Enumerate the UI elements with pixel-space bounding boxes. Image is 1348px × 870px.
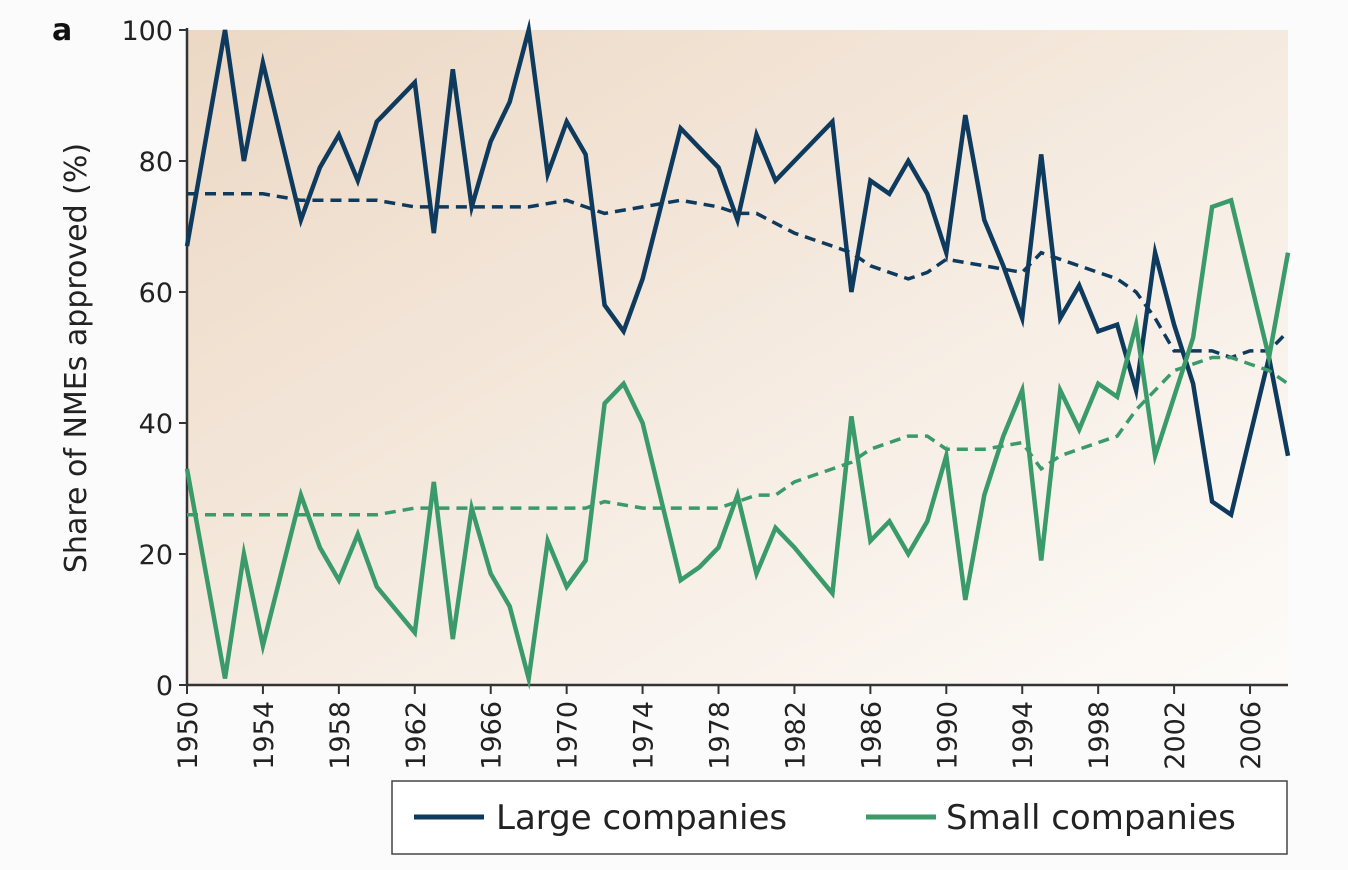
- x-tick-label: 2002: [1160, 701, 1191, 770]
- y-tick-label: 80: [139, 147, 173, 178]
- x-tick-label: 1978: [705, 701, 736, 770]
- x-tick-label: 1950: [173, 701, 204, 770]
- axes: [185, 28, 1288, 687]
- panel-label: a: [52, 13, 72, 48]
- x-tick-label: 2006: [1236, 701, 1267, 770]
- series-line-2: [184, 197, 1291, 690]
- legend-label-large: Large companies: [496, 798, 787, 838]
- series-line-0: [184, 18, 1291, 519]
- y-tick-label: 40: [139, 409, 173, 440]
- series-line-1: [187, 192, 1290, 360]
- y-tick-label: 0: [156, 671, 173, 702]
- x-tick-label: 1966: [477, 701, 508, 770]
- x-tick-label: 1986: [856, 701, 887, 770]
- y-ticks: 0 20 40 60 80 100: [121, 16, 187, 702]
- x-tick-label: 1998: [1084, 701, 1115, 770]
- series-layer: [184, 18, 1291, 690]
- plot-background: [187, 30, 1288, 685]
- x-tick-label: 1962: [401, 701, 432, 770]
- x-tick-label: 1990: [932, 701, 963, 770]
- x-tick-label: 1982: [780, 701, 811, 770]
- y-tick-label: 100: [121, 16, 173, 47]
- x-ticks: 1950 1954 1958 1962 1966 1970 1974 1978 1982 1986…: [173, 685, 1267, 770]
- series-line-3: [187, 355, 1289, 517]
- legend-label-small: Small companies: [946, 798, 1236, 838]
- x-tick-label: 1954: [249, 701, 280, 770]
- x-tick-label: 1974: [629, 701, 660, 770]
- y-tick-label: 20: [139, 540, 173, 571]
- x-tick-label: 1994: [1008, 701, 1039, 770]
- y-axis-label: Share of NMEs approved (%): [59, 143, 94, 573]
- legend-box: [391, 780, 1288, 855]
- x-tick-label: 1958: [325, 701, 356, 770]
- y-tick-label: 60: [139, 278, 173, 309]
- x-tick-label: 1970: [553, 701, 584, 770]
- legend: Large companies Small companies: [391, 780, 1288, 855]
